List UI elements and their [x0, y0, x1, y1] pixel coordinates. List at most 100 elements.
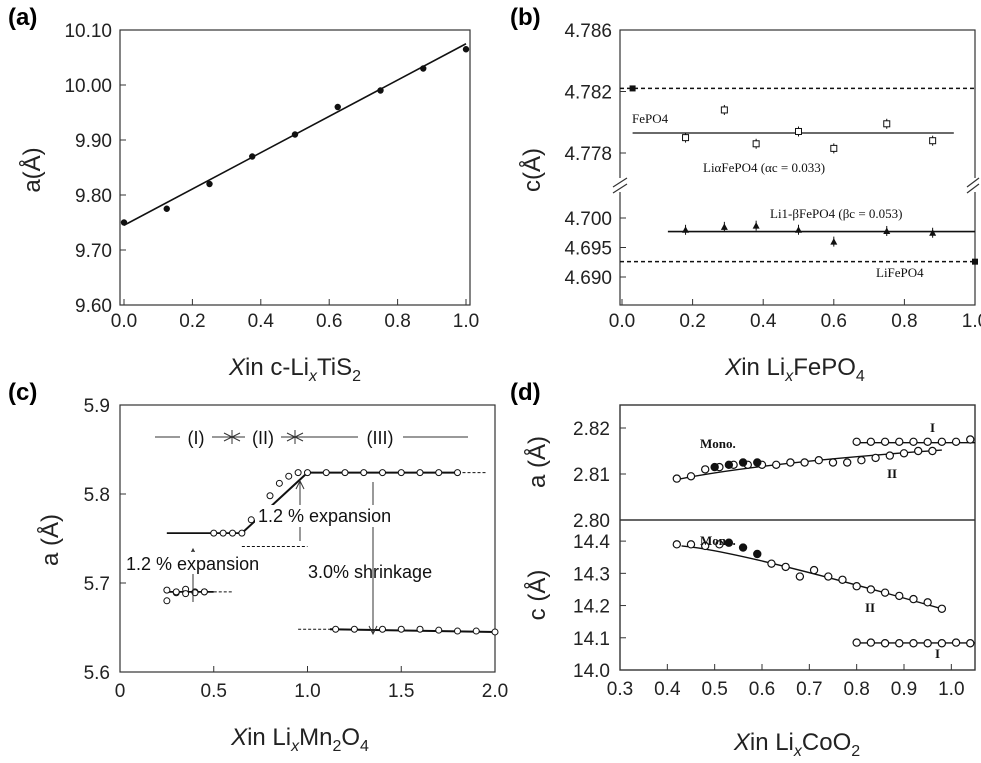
panel-b-axis-break-left	[612, 178, 630, 192]
panel-a-y-tick-label: 9.90	[75, 131, 112, 152]
panel-d-top-data-point	[923, 437, 932, 446]
panel-c-y-axis-label: a (Å)	[36, 514, 64, 566]
panel-a-data-point	[334, 103, 341, 111]
panel-d-bottom-y-tick-label: 14.4	[573, 532, 610, 553]
panel-d-bottom-data-point	[809, 565, 819, 575]
panel-c-data-point	[229, 529, 236, 537]
panel-d-top-y-tick-label: 2.81	[573, 465, 610, 486]
panel-b-break-mark-right	[966, 177, 980, 194]
panel-c-data-point	[332, 625, 340, 633]
panel-d-bottom-y-tick-label: 14.2	[573, 597, 610, 618]
panel-a-x-tick-label: 0.8	[384, 311, 410, 332]
panel-d-bottom-data-point	[686, 540, 696, 549]
lialpha-data-point	[752, 140, 760, 148]
panel-d-top-data-point	[724, 460, 734, 469]
panel-d-bottom-data-point	[880, 588, 890, 597]
panel-c-data-point	[491, 628, 499, 636]
panel-c-data-point	[472, 627, 480, 635]
panel-d-bottom-data-point	[866, 585, 876, 594]
panel-d-top-data-point	[786, 458, 795, 467]
panel-d-top-data-point	[895, 437, 904, 446]
panel-a-y-tick-label: 9.60	[75, 296, 112, 317]
lifepo4-end-point	[972, 258, 978, 265]
panel-d-top-data-point	[686, 472, 696, 481]
libeta-data-point	[720, 223, 728, 230]
panel-c-data-point	[275, 479, 283, 487]
panel-a-y-tick-label: 9.70	[75, 241, 112, 262]
panel-d-bottom-data-point	[895, 591, 904, 601]
panel-d-top-data-point	[814, 456, 824, 465]
panel-a-data-point	[163, 205, 170, 212]
panel-d-bottom-data-point	[880, 639, 890, 648]
panel-a-y-tick-label: 10.10	[64, 21, 112, 42]
panel-c-data-point	[238, 529, 246, 537]
panel-c-data-point	[304, 469, 311, 477]
panel-c-data-point	[182, 590, 190, 598]
annotation-expansion-2: 1.2 % expansion	[258, 506, 391, 526]
panel-d-top-data-point	[857, 456, 866, 465]
panel-c-data-point	[350, 625, 358, 633]
panel-a: 0.0 0.2 0.4 0.6 0.8 1.0 9.60 9.70 9.80 9.90 10.00 1…	[18, 21, 479, 385]
panel-d-bottom-data-point	[866, 638, 876, 647]
panel-d-top-data-point	[701, 465, 710, 474]
panel-d-bottom-data-point	[738, 543, 748, 552]
panel-a-data-point	[462, 46, 470, 53]
panel-c-x-tick-label: 1.0	[294, 681, 320, 702]
panel-d-bottom-data-point	[767, 559, 776, 568]
panel-d-top-data-point	[866, 437, 876, 446]
panel-c-data-point	[397, 625, 405, 633]
panel-d-x-tick-label: 0.9	[891, 679, 917, 700]
panel-c-x-axis-label: Xin LixMn2O4	[230, 724, 369, 755]
panel-a-y-tick-label: 10.00	[64, 76, 112, 97]
annotation-I-bottom: I	[935, 646, 940, 661]
panel-d-bottom-data-point	[753, 549, 762, 559]
panel-b-x-tick-label: 0.0	[609, 311, 635, 332]
libeta-data-point	[795, 226, 802, 233]
panel-c-x-tick-label: 0.5	[201, 681, 227, 702]
panel-c-data-point	[379, 625, 386, 633]
panel-c-data-point	[294, 469, 302, 477]
panel-label-b: (b)	[510, 4, 541, 31]
panel-d-x-tick-label: 0.4	[654, 679, 681, 700]
panel-c-data-point	[247, 516, 255, 524]
panel-d-bottom-fit-II	[681, 545, 943, 610]
panel-b-y-tick-label: 4.700	[564, 209, 612, 230]
panel-a-x-tick-label: 0.4	[248, 311, 275, 332]
lialpha-data-point	[682, 134, 690, 142]
panel-d-x-tick-label: 0.8	[843, 679, 869, 700]
panel-c-data-point	[219, 529, 227, 537]
libeta-data-point	[830, 238, 838, 245]
panel-c-data-point	[163, 597, 171, 605]
panel-b-x-axis-label: Xin LixFePO4	[724, 354, 865, 385]
panel-d-top-data-point	[914, 446, 923, 456]
panel-b-frame	[619, 29, 976, 306]
panel-d-bottom-data-point	[838, 575, 847, 584]
panel-label-c: (c)	[8, 379, 37, 406]
panel-d-bottom-data-point	[824, 572, 833, 581]
panel-d-top-data-point	[852, 437, 861, 446]
panel-d-x-tick-label: 0.6	[749, 679, 775, 700]
panel-d-top-y-tick-label: 2.82	[573, 419, 610, 440]
panel-b-y-tick-label: 4.786	[564, 21, 612, 42]
panel-d-bottom-y-axis-label: c (Å)	[523, 570, 551, 621]
panel-d-x-tick-label: 1.0	[938, 679, 964, 700]
panel-a-frame	[119, 29, 471, 306]
panel-d-bottom-y-tick-label: 14.0	[573, 661, 610, 682]
panel-b-y-tick-label: 4.778	[564, 144, 612, 165]
annotation-II-bottom: II	[865, 600, 875, 615]
panel-c-data-point	[416, 469, 424, 477]
panel-c-data-point	[435, 626, 443, 634]
panel-d-bottom-data-point	[909, 639, 918, 648]
annotation-mono-top: Mono.	[700, 436, 736, 451]
annotation-mono-bottom: Mono.	[700, 533, 736, 548]
lialpha-data-point	[883, 120, 891, 128]
panel-a-x-tick-label: 1.0	[453, 311, 479, 332]
panel-d-top-data-point	[772, 460, 781, 469]
panel-d-top-data-point	[880, 437, 890, 446]
lialpha-data-point	[830, 144, 838, 152]
panel-d-top-data-point	[672, 474, 682, 483]
panel-b-break-mark-left	[612, 177, 628, 194]
panel-d-top-data-point	[800, 458, 809, 467]
panel-c-data-point	[454, 627, 461, 635]
libeta-data-point	[682, 226, 690, 233]
